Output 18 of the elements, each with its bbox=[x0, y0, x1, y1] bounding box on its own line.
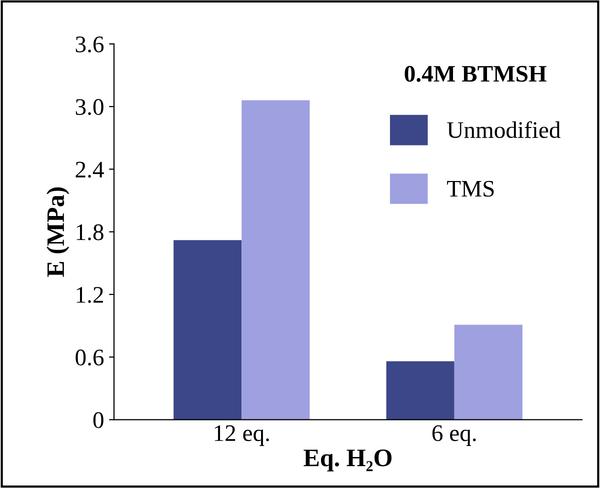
y-tick-label: 0.6 bbox=[76, 350, 104, 366]
legend-label: Unmodified bbox=[447, 121, 560, 138]
y-tick-label: 3.0 bbox=[76, 99, 104, 116]
bar bbox=[242, 100, 310, 420]
y-tick-label: 3.6 bbox=[76, 36, 104, 52]
y-tick-label: 2.4 bbox=[76, 162, 104, 178]
x-tick-label: 12 eq. bbox=[214, 425, 269, 446]
y-tick-label: 1.8 bbox=[76, 224, 104, 240]
legend-label: TMS bbox=[447, 180, 494, 197]
x-axis-title: Eq. H₂O bbox=[304, 450, 392, 472]
bar bbox=[174, 240, 242, 420]
y-axis-title: E (MPa) bbox=[46, 187, 70, 277]
y-tick-label: 0 bbox=[93, 412, 104, 428]
x-tick-label: 6 eq. bbox=[432, 425, 476, 446]
legend-title: 0.4M BTMSH bbox=[404, 66, 546, 82]
y-tick-label: 1.2 bbox=[76, 286, 103, 303]
bar bbox=[454, 324, 522, 420]
bar bbox=[386, 361, 454, 420]
